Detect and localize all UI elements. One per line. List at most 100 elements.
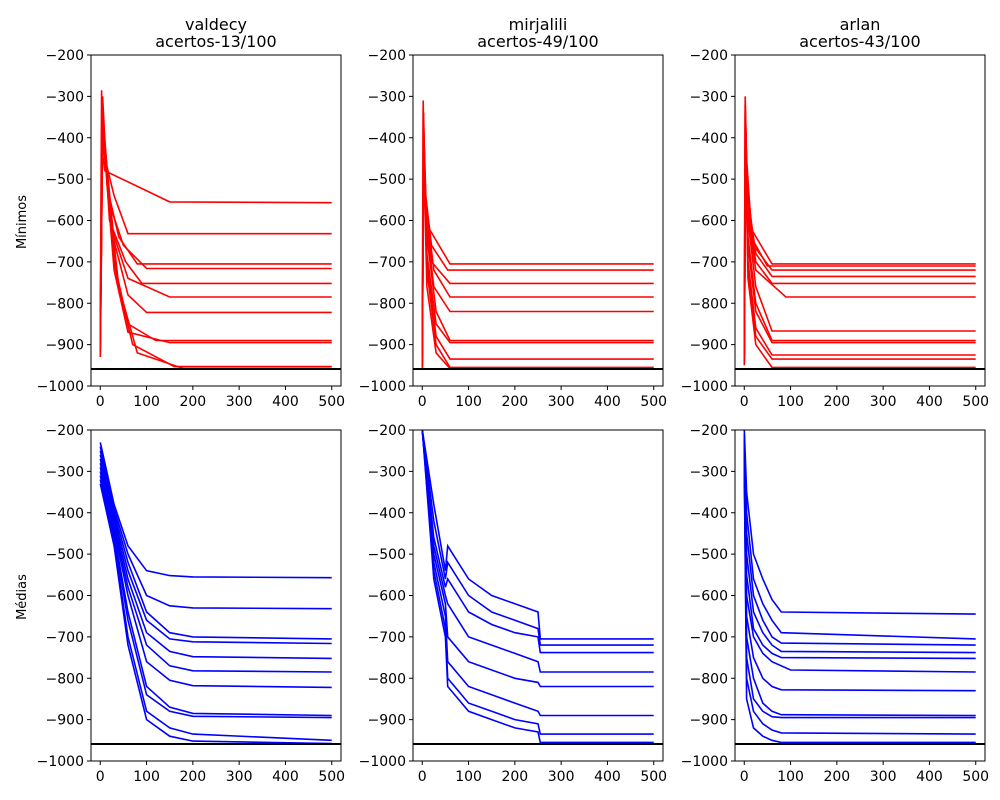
y-tick-label: −400	[46, 506, 84, 522]
y-tick-label: −400	[690, 131, 728, 147]
series-line	[743, 96, 976, 337]
y-tick-label: −800	[368, 671, 406, 687]
x-tick-label: 500	[318, 394, 345, 410]
series-group	[91, 442, 341, 746]
y-tick-label: −900	[46, 713, 84, 729]
panel-valdecy-medias: 0 100 200 300 400 500 −200 −300 −400 −500 −600 −700…	[37, 423, 345, 785]
panel-mirjalili-medias: 0 100 200 300 400 500 −200 −300 −400 −500 −600 −700…	[359, 423, 667, 785]
y-tick-label: −200	[368, 48, 406, 64]
series-line	[421, 129, 654, 366]
x-tick-label: 300	[548, 394, 575, 410]
y-tick-label: −800	[46, 671, 84, 687]
y-tick-label: −600	[46, 589, 84, 605]
x-tick-label: 0	[418, 394, 427, 410]
series-line	[421, 154, 654, 370]
panel-valdecy-minimos: 0 100 200 300 400 500 −200 −300 −400 −500 −600 −700…	[37, 15, 345, 410]
x-tick-label: 100	[455, 394, 482, 410]
panel-subtitle: acertos-13/100	[155, 32, 276, 51]
series-line	[743, 121, 976, 351]
x-tick-label: 200	[179, 769, 206, 785]
series-line	[99, 121, 332, 341]
y-tick-label: −600	[368, 589, 406, 605]
x-tick-label: 500	[962, 394, 989, 410]
y-tick-label: −700	[690, 630, 728, 646]
y-tick-label: −1000	[681, 379, 728, 395]
y-tick-label: −700	[46, 630, 84, 646]
y-tick-label: −300	[46, 464, 84, 480]
series-line	[99, 90, 332, 320]
x-tick-label: 200	[823, 769, 850, 785]
y-tick-label: −900	[690, 713, 728, 729]
y-tick-label: −700	[368, 630, 406, 646]
x-tick-label: 300	[870, 769, 897, 785]
y-tick-label: −300	[690, 464, 728, 480]
axes-frame	[412, 54, 664, 387]
x-tick-label: 100	[133, 769, 160, 785]
y-tick-label: −200	[690, 423, 728, 439]
y-tick-label: −1000	[359, 379, 406, 395]
y-tick-label: −600	[368, 214, 406, 230]
series-line	[421, 145, 654, 369]
panel-title: arlan	[840, 15, 881, 34]
row-label-medias: Médias	[15, 574, 30, 620]
y-tick-label: −700	[690, 255, 728, 271]
x-tick-label: 0	[96, 769, 105, 785]
x-tick-label: 500	[318, 769, 345, 785]
series-line	[743, 450, 976, 673]
panel-arlan-medias: 0 100 200 300 400 500 −200 −300 −400 −500 −600 −700…	[681, 423, 989, 785]
y-tick-label: −200	[368, 423, 406, 439]
series-line	[99, 112, 332, 333]
series-line	[743, 467, 976, 735]
series-line	[743, 430, 976, 615]
y-tick-label: −800	[690, 296, 728, 312]
series-line	[421, 430, 654, 688]
axes-frame	[734, 54, 986, 387]
y-tick-label: −400	[46, 131, 84, 147]
x-tick-label: 400	[594, 394, 621, 410]
series-group	[735, 96, 985, 371]
series-group	[91, 90, 341, 371]
series-line	[421, 137, 654, 368]
panel-mirjalili-minimos: 0 100 200 300 400 500 −200 −300 −400 −500 −600 −700…	[359, 15, 667, 410]
x-tick-label: 0	[96, 394, 105, 410]
series-line	[421, 430, 654, 717]
series-line	[421, 108, 654, 353]
series-group	[735, 430, 985, 746]
y-tick-label: −300	[46, 89, 84, 105]
series-line	[99, 479, 332, 742]
x-tick-label: 100	[777, 394, 804, 410]
y-tick-label: −500	[46, 547, 84, 563]
series-line	[421, 430, 654, 654]
y-tick-label: −900	[46, 338, 84, 354]
series-line	[99, 117, 332, 337]
series-line	[99, 450, 332, 640]
x-tick-label: 300	[226, 394, 253, 410]
y-tick-label: −900	[368, 713, 406, 729]
series-line	[421, 100, 654, 345]
y-tick-label: −200	[46, 423, 84, 439]
y-tick-label: −500	[46, 172, 84, 188]
y-tick-label: −300	[368, 464, 406, 480]
series-line	[743, 104, 976, 341]
y-tick-label: −800	[368, 296, 406, 312]
series-line	[99, 471, 332, 717]
y-tick-label: −200	[690, 48, 728, 64]
axes-frame	[90, 54, 342, 387]
x-tick-label: 400	[594, 769, 621, 785]
series-line	[421, 430, 654, 640]
y-tick-label: −600	[46, 214, 84, 230]
series-line	[743, 117, 976, 349]
series-line	[743, 458, 976, 717]
y-tick-label: −800	[690, 671, 728, 687]
y-tick-label: −700	[368, 255, 406, 271]
y-tick-label: −500	[690, 172, 728, 188]
panel-subtitle: acertos-49/100	[477, 32, 598, 51]
series-line	[743, 125, 976, 353]
y-tick-label: −200	[46, 48, 84, 64]
panels: 0 100 200 300 400 500 −200 −300 −400 −500 −600 −700…	[37, 15, 989, 785]
panel-subtitle: acertos-43/100	[799, 32, 920, 51]
x-tick-label: 300	[226, 769, 253, 785]
x-tick-label: 100	[455, 769, 482, 785]
series-line	[99, 446, 332, 610]
series-line	[421, 430, 654, 646]
